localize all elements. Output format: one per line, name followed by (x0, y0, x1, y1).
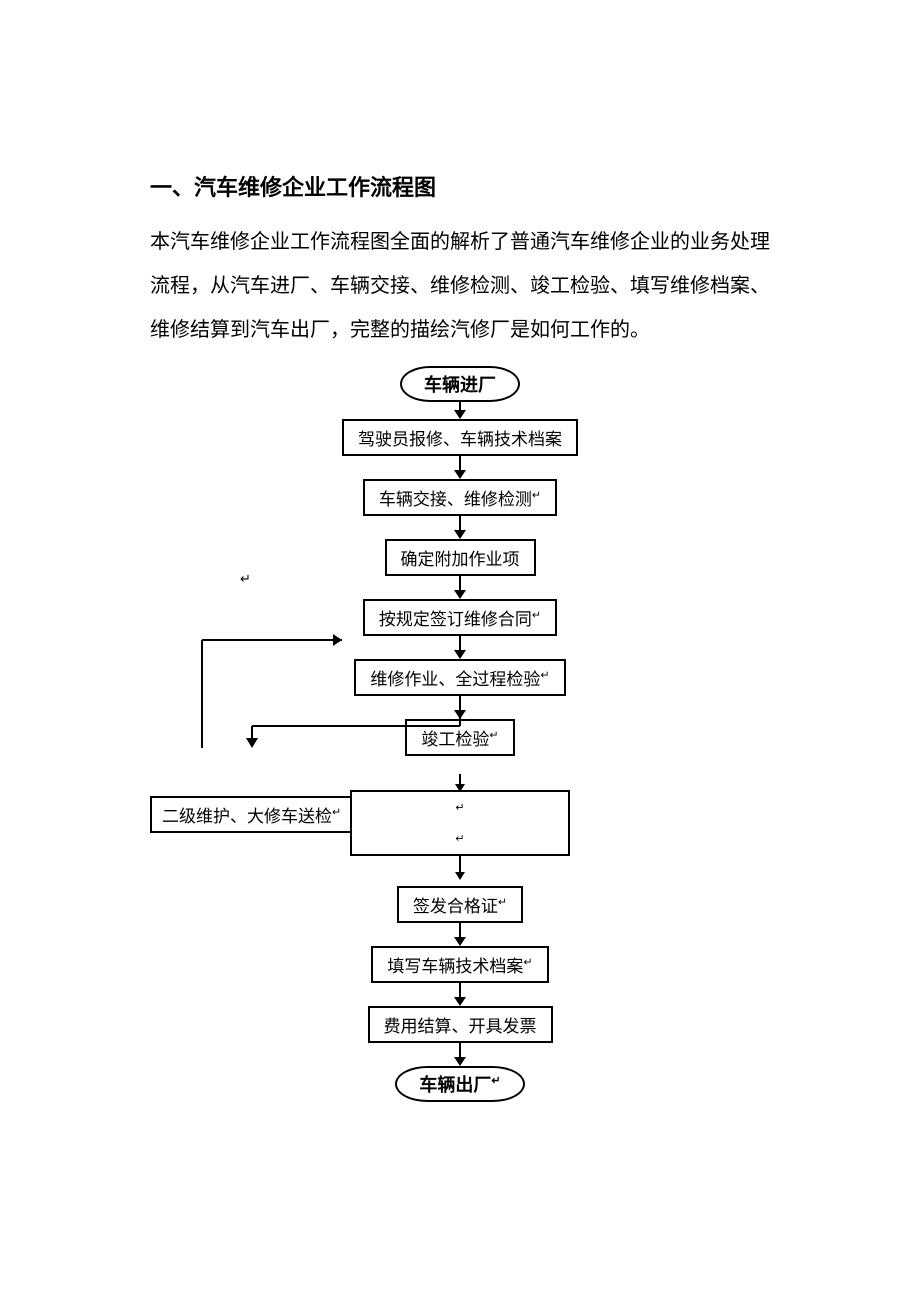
arrow (454, 923, 466, 946)
arrow (455, 856, 465, 880)
arrow (454, 696, 466, 719)
arrow (454, 402, 466, 419)
arrow (454, 516, 466, 539)
intro-paragraph: 本汽车维修企业工作流程图全面的解析了普通汽车维修企业的业务处理流程，从汽车进厂、… (150, 220, 770, 352)
node-label: 车辆出厂 (419, 1075, 491, 1095)
node-label: 填写车辆技术档案 (387, 957, 523, 976)
arrow (454, 456, 466, 479)
arrow (455, 774, 465, 792)
stray-mark: ↵ (240, 571, 251, 587)
node-end: 车辆出厂↵ (395, 1066, 524, 1102)
node-label: 签发合格证 (413, 897, 498, 916)
arrow (454, 983, 466, 1006)
node-junction: ↵ ↵ (350, 790, 570, 856)
node-label: 竣工检验 (421, 730, 489, 749)
node-label: 二级维护、大修车送检 (162, 807, 332, 826)
node-label: 按规定签订维修合同 (379, 610, 532, 629)
node-label: 车辆交接、维修检测 (379, 490, 532, 509)
flowchart: ↵ 车辆进厂 驾驶员报修、车辆技术档案 车辆交接、维修检测↵ 确定附加作业项 按… (150, 366, 770, 1102)
arrow (454, 576, 466, 599)
node-archive: 填写车辆技术档案↵ (371, 946, 548, 983)
node-start: 车辆进厂 (400, 366, 520, 402)
node-contract: 按规定签订维修合同↵ (363, 599, 557, 636)
node-handover: 车辆交接、维修检测↵ (363, 479, 557, 516)
arrow (454, 1043, 466, 1066)
node-settlement: 费用结算、开具发票 (368, 1006, 553, 1043)
node-additional: 确定附加作业项 (385, 539, 536, 576)
arrow (454, 636, 466, 659)
page-heading: 一、汽车维修企业工作流程图 (150, 170, 770, 202)
node-report: 驾驶员报修、车辆技术档案 (342, 419, 578, 456)
node-completion-check: 竣工检验↵ (405, 719, 514, 756)
branch-section: 二级维护、大修车送检↵ ↵ ↵ (150, 756, 770, 886)
node-repair: 维修作业、全过程检验↵ (354, 659, 565, 696)
node-side-inspection: 二级维护、大修车送检↵ (150, 796, 353, 833)
node-certificate: 签发合格证↵ (397, 886, 523, 923)
node-label: 维修作业、全过程检验 (370, 670, 540, 689)
